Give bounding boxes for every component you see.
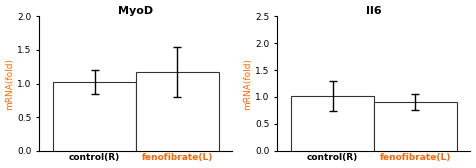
Bar [374,102,456,151]
Bar [136,72,218,151]
Title: MyoD: MyoD [119,6,153,16]
Bar [291,96,374,151]
Title: Il6: Il6 [366,6,382,16]
Y-axis label: mRNA(fold): mRNA(fold) [244,57,253,110]
Y-axis label: mRNA(fold): mRNA(fold) [6,57,15,110]
Bar [53,82,136,151]
